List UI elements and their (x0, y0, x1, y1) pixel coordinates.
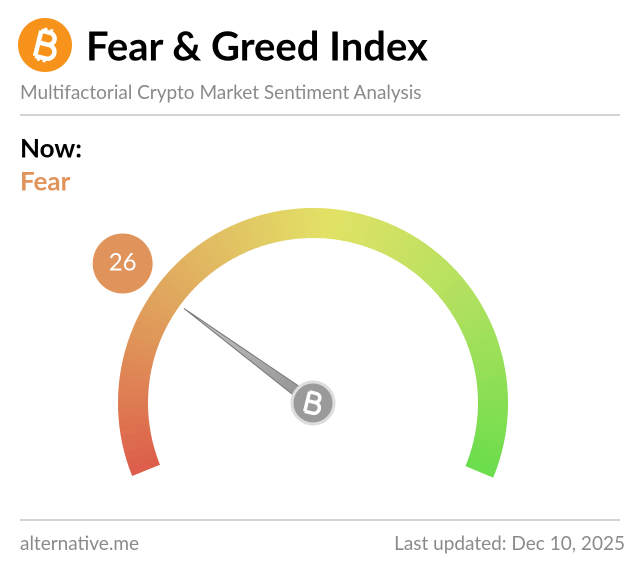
title: Fear & Greed Index (86, 21, 428, 69)
hub-icon (303, 390, 322, 416)
arc-segment (465, 458, 497, 478)
value-badge (92, 233, 153, 294)
logo (18, 18, 72, 72)
value-label: 26 (109, 248, 137, 277)
gauge-arc (118, 207, 508, 478)
hub-glyph (303, 390, 322, 416)
source: alternative.me (20, 532, 139, 555)
last-updated: Last updated: Dec 10, 2025 (394, 532, 625, 555)
now-label: Now: (20, 132, 82, 164)
classification: Fear (20, 165, 71, 197)
subtitle: Multifactorial Crypto Market Sentiment A… (20, 81, 422, 104)
